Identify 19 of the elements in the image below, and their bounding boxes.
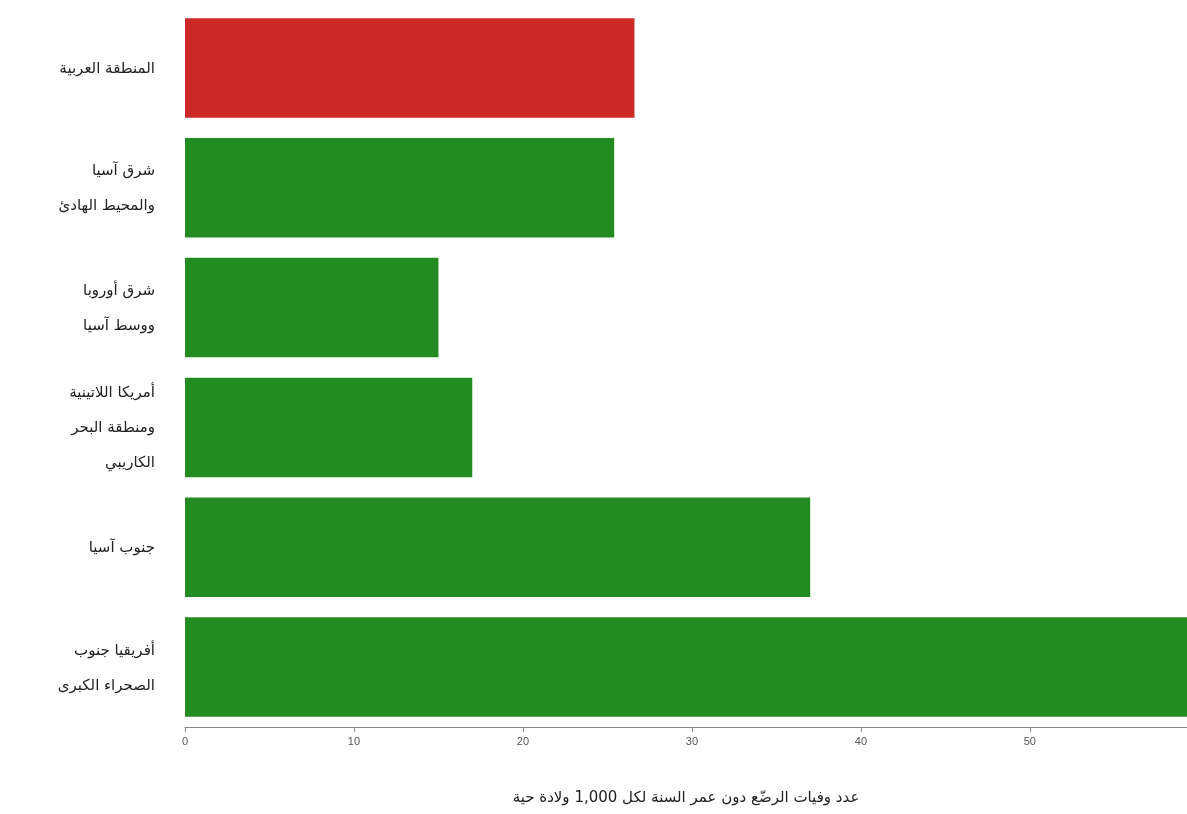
bar bbox=[185, 617, 1187, 717]
x-tick-label: 10 bbox=[347, 734, 361, 747]
x-tick-label: 50 bbox=[1023, 734, 1036, 747]
x-tick-label: 40 bbox=[854, 734, 868, 747]
bar bbox=[185, 257, 439, 358]
bar bbox=[185, 377, 473, 478]
y-tick-label: شرق أوروبا ووسط آسيا bbox=[83, 280, 155, 335]
y-tick-label: جنوب آسيا bbox=[88, 538, 155, 557]
x-tick-label: 0 bbox=[181, 734, 189, 747]
x-tick-label: 30 bbox=[685, 734, 699, 747]
y-tick-label: أمريكا اللاتينية ومنطقة البحر الكاريبي bbox=[69, 382, 155, 473]
bar bbox=[185, 138, 615, 238]
y-tick-label: شرق آسيا والمحيط الهادئ bbox=[58, 161, 155, 215]
bar bbox=[185, 497, 811, 597]
y-tick-label: المنطقة العربية bbox=[59, 58, 155, 77]
bar bbox=[185, 18, 635, 118]
x-axis-title: عدد وفيات الرضّع دون عمر السنة لكل 1,000 ولادة حية bbox=[512, 787, 860, 806]
y-tick-label: أفريقيا جنوب الصحراء الكبرى bbox=[57, 639, 155, 694]
x-tick-label: 20 bbox=[516, 734, 530, 747]
